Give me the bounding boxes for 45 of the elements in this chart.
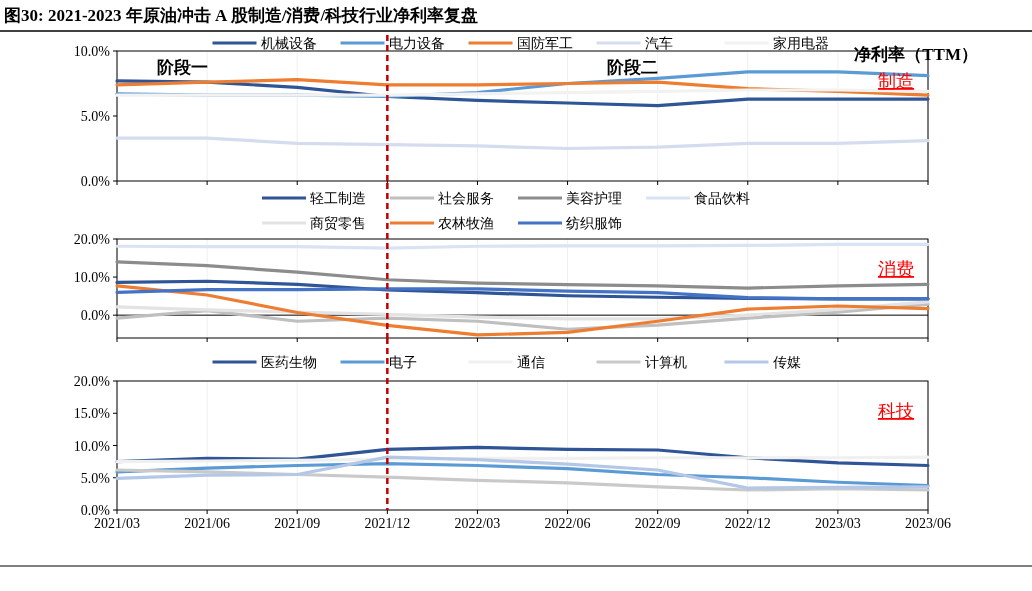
y-tick-label: 15.0%: [73, 406, 111, 422]
x-tick-label: 2022/03: [454, 516, 501, 531]
y-tick-label: 5.0%: [80, 109, 111, 124]
y-tick-label: 20.0%: [73, 232, 111, 247]
x-tick-label: 2021/12: [364, 516, 411, 531]
legend-label: 汽车: [644, 36, 673, 51]
legend-label: 计算机: [644, 355, 687, 370]
x-tick-label: 2022/12: [724, 516, 771, 531]
x-tick-label: 2021/03: [94, 516, 140, 531]
x-tick-label: 2023/06: [905, 516, 951, 531]
y-tick-label: 0.0%: [80, 308, 111, 324]
y-tick-label: 10.0%: [73, 44, 111, 59]
x-tick-label: 2021/06: [184, 516, 231, 531]
legend-label: 电子: [388, 355, 417, 370]
legend-label: 国防军工: [516, 36, 573, 51]
text: 科技: [878, 401, 914, 421]
legend-label: 社会服务: [438, 191, 494, 206]
legend-label: 商贸零售: [310, 216, 366, 231]
legend-label: 家用电器: [772, 36, 829, 51]
x-tick-label: 2023/03: [814, 516, 861, 531]
y-tick-label: 20.0%: [73, 374, 111, 389]
legend-label: 轻工制造: [310, 191, 366, 206]
legend-label: 医药生物: [260, 355, 317, 370]
chart-title: 图30: 2021-2023 年原油冲击 A 股制造/消费/科技行业净利率复盘: [4, 6, 479, 25]
x-tick-label: 2022/06: [544, 516, 591, 531]
y-tick-label: 0.0%: [80, 503, 111, 518]
y-tick-label: 5.0%: [80, 470, 111, 486]
legend-label: 食品饮料: [694, 191, 750, 206]
annotation: 阶段一: [156, 58, 208, 77]
y-tick-label: 0.0%: [80, 174, 111, 189]
legend-label: 纺织服饰: [566, 216, 622, 231]
text: 消费: [878, 259, 914, 279]
x-tick-label: 2021/09: [274, 516, 321, 531]
y-tick-label: 10.0%: [73, 438, 111, 454]
legend-label: 传媒: [772, 355, 801, 370]
annotation: 阶段二: [607, 58, 659, 77]
legend-label: 农林牧渔: [438, 216, 494, 231]
legend-label: 机械设备: [260, 36, 317, 51]
x-tick-label: 2022/09: [634, 516, 681, 531]
y-tick-label: 10.0%: [73, 270, 111, 286]
text: 制造: [878, 71, 914, 91]
legend-label: 电力设备: [388, 36, 445, 51]
annotation: 净利率（TTM）: [854, 45, 978, 64]
legend-label: 通信: [516, 355, 545, 370]
legend-label: 美容护理: [566, 191, 622, 206]
